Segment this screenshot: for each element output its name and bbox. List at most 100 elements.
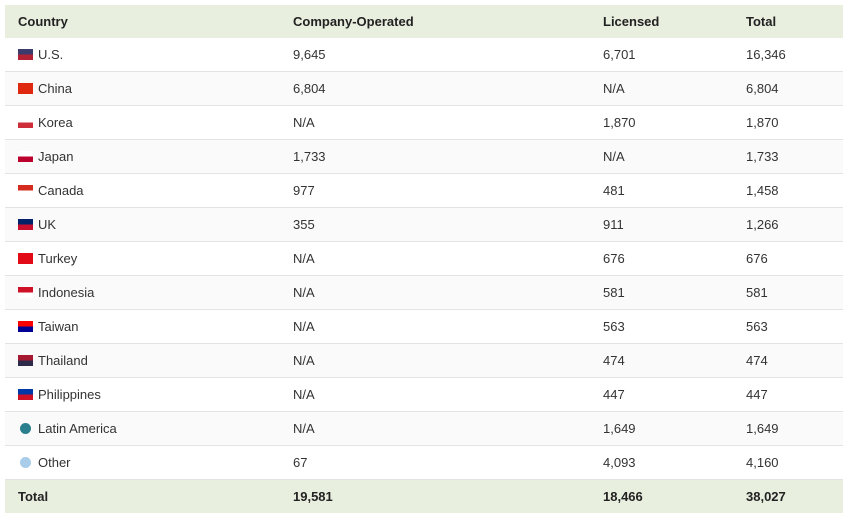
cell-text: 4,093 (603, 455, 636, 470)
flag-icon (18, 185, 33, 197)
cell-text: Japan (38, 149, 74, 164)
flag-icon (18, 321, 33, 333)
data-row: Japan 1,733 N/A 1,733 (5, 140, 843, 174)
data-row: Philippines N/A 447 447 (5, 378, 843, 412)
value-cell: N/A (293, 412, 315, 445)
cell-text: Canada (38, 183, 84, 198)
value-cell: Licensed (603, 5, 659, 38)
data-row: Taiwan N/A 563 563 (5, 310, 843, 344)
value-cell: 67 (293, 446, 307, 479)
value-cell: N/A (603, 140, 625, 173)
data-row: Turkey N/A 676 676 (5, 242, 843, 276)
cell-text: Thailand (38, 353, 88, 368)
value-cell: 474 (746, 344, 768, 377)
flag-icon (20, 423, 31, 435)
value-cell: 581 (746, 276, 768, 309)
cell-text: N/A (293, 353, 315, 368)
cell-text: Company-Operated (293, 14, 414, 29)
header-row: Country Company-Operated Licensed Total (5, 5, 843, 38)
cell-text: Total (746, 14, 777, 29)
cell-text: 1,870 (603, 115, 636, 130)
value-cell: 1,733 (746, 140, 779, 173)
value-cell: Company-Operated (293, 5, 414, 38)
value-cell: 563 (746, 310, 768, 343)
cell-text: Indonesia (38, 285, 95, 300)
value-cell: N/A (293, 242, 315, 275)
country-cell: Korea (18, 106, 73, 139)
cell-text: N/A (293, 387, 315, 402)
cell-text: 67 (293, 455, 308, 470)
value-cell: 676 (603, 242, 625, 275)
flag-icon (18, 151, 33, 163)
flag-icon (18, 49, 33, 61)
value-cell: 447 (746, 378, 768, 411)
data-row: Latin America N/A 1,649 1,649 (5, 412, 843, 446)
value-cell: 18,466 (603, 480, 643, 513)
cell-text: 1,649 (603, 421, 636, 436)
value-cell: 19,581 (293, 480, 333, 513)
cell-text: Taiwan (38, 319, 79, 334)
value-cell: 563 (603, 310, 625, 343)
cell-text: 563 (603, 319, 625, 334)
value-cell: 1,870 (603, 106, 636, 139)
data-row: Thailand N/A 474 474 (5, 344, 843, 378)
cell-text: 1,733 (293, 149, 326, 164)
flag-icon (18, 83, 33, 95)
cell-text: 1,733 (746, 149, 779, 164)
cell-text: 581 (746, 285, 768, 300)
cell-text: 447 (603, 387, 625, 402)
cell-text: 581 (603, 285, 625, 300)
country-cell: U.S. (18, 38, 63, 71)
value-cell: 676 (746, 242, 768, 275)
cell-text: Korea (38, 115, 73, 130)
cell-text: 6,701 (603, 47, 636, 62)
value-cell: 1,649 (603, 412, 636, 445)
flag-icon (20, 457, 31, 469)
value-cell: N/A (293, 344, 315, 377)
flag-icon (18, 287, 33, 299)
value-cell: Total (746, 5, 776, 38)
cell-text: China (38, 81, 72, 96)
flag-icon (18, 117, 33, 129)
cell-text: N/A (603, 81, 625, 96)
cell-text: 676 (603, 251, 625, 266)
value-cell: N/A (603, 72, 625, 105)
value-cell: 4,093 (603, 446, 636, 479)
cell-text: 563 (746, 319, 768, 334)
value-cell: 1,649 (746, 412, 779, 445)
cell-text: 1,266 (746, 217, 779, 232)
country-cell: Total (18, 480, 48, 513)
cell-text: 474 (603, 353, 625, 368)
data-row: China 6,804 N/A 6,804 (5, 72, 843, 106)
value-cell: N/A (293, 276, 315, 309)
country-cell: Taiwan (18, 310, 78, 343)
cell-text: 4,160 (746, 455, 779, 470)
cell-text: Philippines (38, 387, 101, 402)
value-cell: 9,645 (293, 38, 326, 71)
value-cell: 581 (603, 276, 625, 309)
cell-text: 911 (603, 217, 624, 232)
value-cell: 16,346 (746, 38, 786, 71)
cell-text: 481 (603, 183, 625, 198)
value-cell: 6,804 (293, 72, 326, 105)
cell-text: N/A (293, 285, 315, 300)
total-row: Total 19,581 18,466 38,027 (5, 480, 843, 513)
cell-text: Total (18, 489, 49, 504)
cell-text: 1,458 (746, 183, 779, 198)
value-cell: 38,027 (746, 480, 786, 513)
data-row: U.S. 9,645 6,701 16,346 (5, 38, 843, 72)
data-row: Korea N/A 1,870 1,870 (5, 106, 843, 140)
cell-text: 6,804 (746, 81, 779, 96)
cell-text: 18,466 (603, 489, 643, 504)
value-cell: N/A (293, 310, 315, 343)
value-cell: 1,458 (746, 174, 779, 207)
cell-text: 355 (293, 217, 315, 232)
value-cell: N/A (293, 378, 315, 411)
cell-text: N/A (293, 115, 315, 130)
cell-text: N/A (293, 421, 315, 436)
country-cell: UK (18, 208, 56, 241)
cell-text: 19,581 (293, 489, 333, 504)
value-cell: 977 (293, 174, 315, 207)
cell-text: 1,649 (746, 421, 779, 436)
data-row: Other 67 4,093 4,160 (5, 446, 843, 480)
